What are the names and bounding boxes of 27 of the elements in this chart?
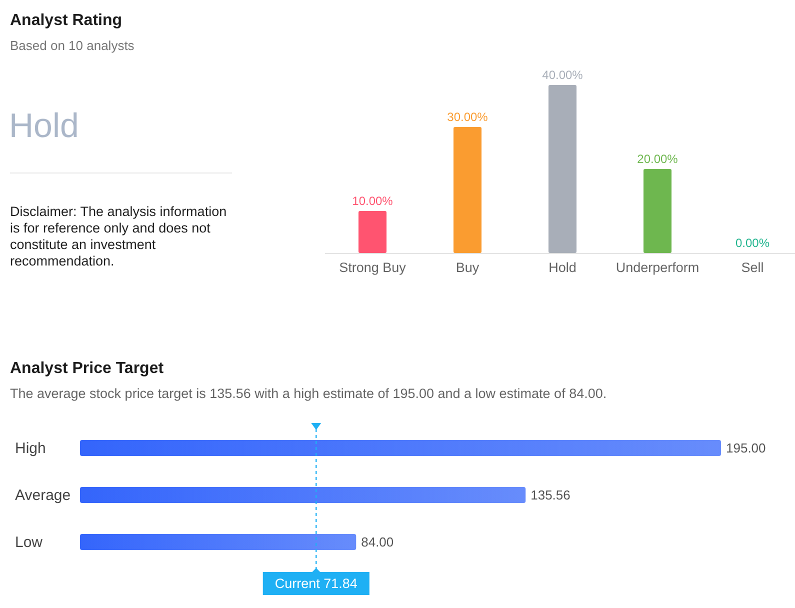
x-tick-label: Underperform bbox=[616, 260, 700, 275]
y-tick-label: Average bbox=[15, 487, 71, 504]
text: Hold bbox=[9, 107, 79, 145]
x-tick-label: Strong Buy bbox=[339, 260, 406, 275]
bar bbox=[453, 127, 482, 253]
data-label: 20.00% bbox=[637, 152, 678, 166]
data-label: 84.00 bbox=[361, 534, 394, 550]
data-label: 135.56 bbox=[530, 488, 570, 502]
text: Disclaimer: The analysis information is for reference only and does not constitute an investment recommendation. bbox=[10, 204, 227, 268]
data-label: 40.00% bbox=[542, 68, 584, 82]
chart-title: Analyst Price Target bbox=[10, 360, 164, 377]
data-label: 30.00% bbox=[447, 110, 488, 124]
bar bbox=[358, 211, 387, 253]
chart-subtitle: The average stock price target is 135.56 with a high estimate of 195.00 and a low estimate of 84.00. bbox=[10, 386, 607, 401]
ref-line-label: Current 71.84 bbox=[274, 576, 358, 591]
y-tick-label: High bbox=[15, 440, 46, 457]
x-tick-label: Buy bbox=[456, 260, 480, 275]
data-label: 10.00% bbox=[352, 194, 394, 208]
x-tick-label: Hold bbox=[548, 260, 576, 275]
bar bbox=[643, 169, 672, 253]
bar bbox=[548, 85, 577, 253]
text: Analyst Rating bbox=[10, 12, 122, 29]
y-tick-label: Low bbox=[15, 534, 43, 551]
data-label: 0.00% bbox=[735, 236, 770, 250]
text: Based on 10 analysts bbox=[10, 38, 135, 53]
data-label: 195.00 bbox=[726, 440, 766, 456]
x-tick-label: Sell bbox=[741, 260, 764, 275]
